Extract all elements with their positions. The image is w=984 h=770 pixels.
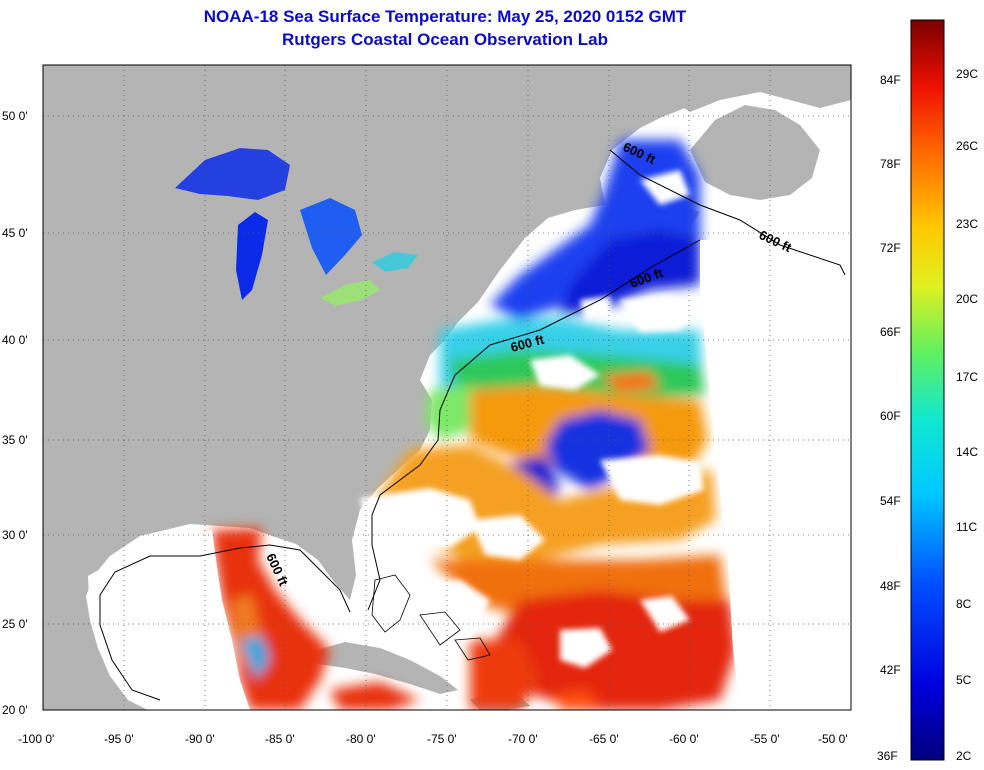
great-lakes xyxy=(175,148,418,306)
colorbar-gradient xyxy=(910,19,945,761)
longitude-axis: -100 0' -95 0' -90 0' -85 0' -80 0' -75 … xyxy=(18,732,848,746)
land-cuba xyxy=(310,642,458,694)
colorbar-label-c: 17C xyxy=(956,370,978,384)
bahamas-outline xyxy=(371,574,491,661)
lon-tick-label: -100 0' xyxy=(18,732,54,746)
colorbar-label-f: 54F xyxy=(880,494,901,508)
colorbar-label-c: 26C xyxy=(956,139,978,153)
lon-tick-label: -70 0' xyxy=(508,732,538,746)
lat-tick-label: 35 0' xyxy=(2,433,28,447)
lon-tick-label: -65 0' xyxy=(589,732,619,746)
colorbar-label-c: 20C xyxy=(956,292,978,306)
lon-tick-label: -85 0' xyxy=(265,732,295,746)
colorbar-label-c: 23C xyxy=(956,217,978,231)
colorbar-label-f: 48F xyxy=(880,579,901,593)
map-title: NOAA-18 Sea Surface Temperature: May 25,… xyxy=(203,7,687,26)
lat-tick-label: 40 0' xyxy=(2,333,28,347)
cloud-cover xyxy=(360,170,704,668)
colorbar-label-f: 72F xyxy=(880,241,901,255)
colorbar: 84F 78F 72F 66F 60F 54F 48F 42F 36F 29C … xyxy=(877,19,978,763)
latitude-axis: 50 0' 45 0' 40 0' 35 0' 30 0' 25 0' 20 0… xyxy=(2,109,28,717)
colorbar-label-f: 78F xyxy=(880,157,901,171)
map-subtitle: Rutgers Coastal Ocean Observation Lab xyxy=(282,30,608,49)
lon-tick-label: -95 0' xyxy=(104,732,134,746)
colorbar-label-c: 8C xyxy=(956,597,972,611)
lat-tick-label: 25 0' xyxy=(2,617,28,631)
colorbar-label-c: 11C xyxy=(956,520,977,534)
lat-tick-label: 20 0' xyxy=(2,703,28,717)
colorbar-label-c: 2C xyxy=(956,749,972,763)
colorbar-label-c: 5C xyxy=(956,673,972,687)
colorbar-label-c: 14C xyxy=(956,445,978,459)
colorbar-label-c: 29C xyxy=(956,67,978,81)
lon-tick-label: -55 0' xyxy=(750,732,780,746)
land-newfoundland xyxy=(690,105,820,200)
lon-tick-label: -80 0' xyxy=(346,732,376,746)
lat-tick-label: 45 0' xyxy=(2,226,28,240)
land-labrador xyxy=(620,65,851,112)
colorbar-label-f: 36F xyxy=(877,749,898,763)
colorbar-label-f: 42F xyxy=(880,663,901,677)
colorbar-label-f: 66F xyxy=(880,325,901,339)
lat-tick-label: 50 0' xyxy=(2,109,28,123)
lon-tick-label: -75 0' xyxy=(427,732,457,746)
land-north-america xyxy=(43,65,750,710)
lon-tick-label: -60 0' xyxy=(669,732,699,746)
colorbar-label-f: 60F xyxy=(880,409,901,423)
plot-frame xyxy=(42,64,852,711)
lon-tick-label: -50 0' xyxy=(818,732,848,746)
lon-tick-label: -90 0' xyxy=(185,732,215,746)
colorbar-label-f: 84F xyxy=(880,73,901,87)
lat-tick-label: 30 0' xyxy=(2,528,28,542)
